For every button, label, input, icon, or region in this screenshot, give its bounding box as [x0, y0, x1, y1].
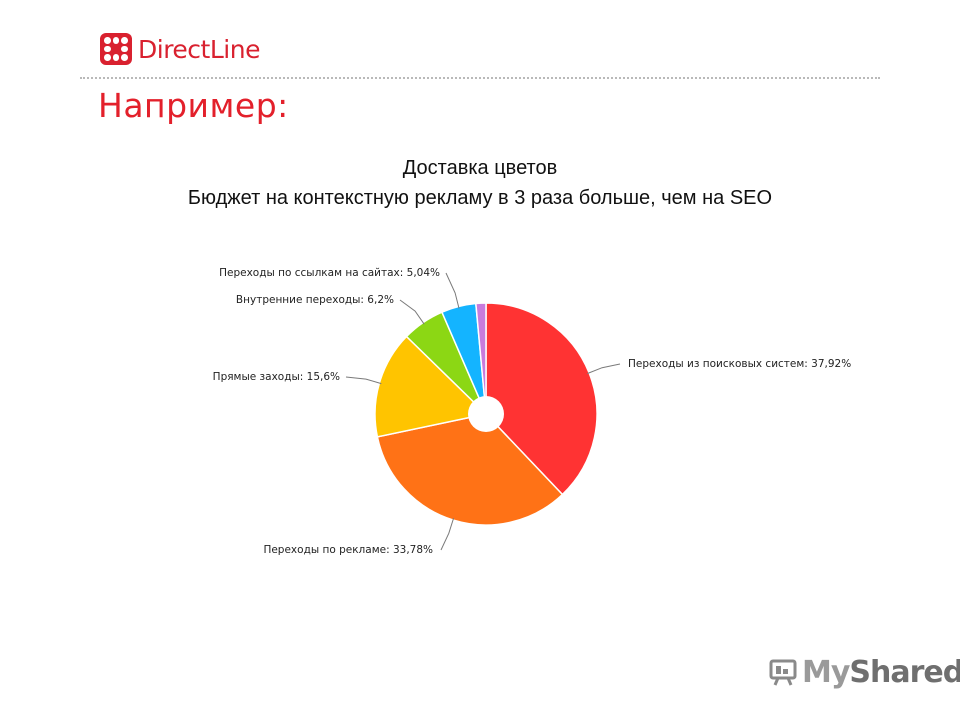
directline-logo-icon [100, 33, 132, 65]
watermark-shared: Shared [849, 654, 960, 690]
header-divider [80, 77, 880, 79]
chart-subtitle: Бюджет на контекстную рекламу в 3 раза б… [187, 187, 773, 209]
watermark-my: My [802, 654, 850, 690]
presentation-board-icon [769, 659, 797, 686]
slice-label: Переходы из поисковых систем: 37,92% [628, 358, 851, 370]
directline-logo: DirectLine [100, 32, 260, 66]
chart-title: Доставка цветов [402, 157, 558, 179]
logo-text: DirectLine [138, 34, 260, 64]
pie-slice [475, 302, 487, 415]
label-leader-line [440, 517, 455, 551]
slice-label: Переходы по ссылкам на сайтах: 5,04% [219, 267, 440, 279]
myshared-watermark: MyShared [768, 652, 960, 692]
label-leader-line [345, 376, 382, 385]
slice-label: Прямые заходы: 15,6% [213, 371, 340, 383]
slice-label: Переходы по рекламе: 33,78% [263, 544, 433, 556]
label-leader-line [587, 363, 621, 375]
slice-label: Внутренние переходы: 6,2% [236, 294, 394, 306]
donut-hole [468, 396, 504, 432]
page-title: Например: [98, 86, 289, 125]
label-leader-line [399, 299, 425, 325]
label-leader-line [445, 272, 460, 309]
